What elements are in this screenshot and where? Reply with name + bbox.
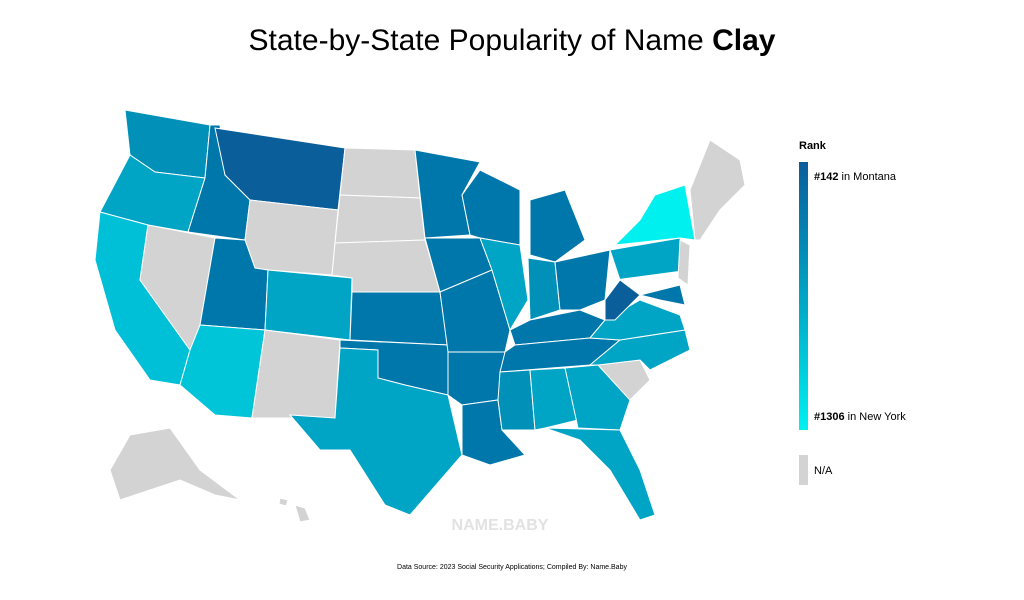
state bbox=[294, 504, 311, 523]
legend-top-label: in Montana bbox=[842, 171, 897, 183]
state bbox=[529, 189, 586, 263]
legend-top: #142 in Montana bbox=[814, 171, 897, 183]
state bbox=[439, 269, 511, 353]
state bbox=[349, 291, 449, 346]
state bbox=[604, 279, 641, 321]
state bbox=[334, 194, 426, 244]
state bbox=[677, 239, 691, 286]
state bbox=[689, 139, 746, 241]
title: State-by-State Popularity of Name Clay bbox=[249, 24, 776, 57]
state bbox=[613, 184, 696, 246]
state bbox=[461, 169, 521, 246]
title-name: Clay bbox=[712, 24, 776, 57]
legend-bottom: #1306 in New York bbox=[814, 411, 906, 423]
state bbox=[264, 269, 353, 341]
state bbox=[529, 367, 579, 431]
legend-gradient bbox=[799, 162, 808, 430]
state bbox=[544, 427, 656, 521]
state bbox=[554, 249, 611, 311]
state bbox=[609, 237, 691, 281]
state bbox=[639, 284, 686, 306]
state bbox=[278, 497, 289, 507]
legend-bottom-rank: #1306 bbox=[814, 411, 845, 423]
title-prefix: State-by-State Popularity of Name bbox=[249, 24, 704, 57]
state bbox=[109, 427, 241, 501]
state bbox=[251, 329, 341, 419]
state bbox=[479, 237, 529, 332]
legend-bottom-label: in New York bbox=[848, 411, 907, 423]
legend-top-rank: #142 bbox=[814, 171, 838, 183]
legend-na: N/A bbox=[814, 465, 833, 477]
us-map bbox=[94, 109, 746, 523]
legend-heading: Rank bbox=[799, 140, 827, 152]
watermark: NAME.BABY bbox=[452, 517, 549, 534]
state bbox=[244, 199, 339, 276]
legend-na-swatch bbox=[799, 455, 808, 485]
state bbox=[339, 147, 421, 199]
state bbox=[447, 351, 506, 406]
footer: Data Source: 2023 Social Security Applic… bbox=[397, 564, 627, 571]
state bbox=[288, 347, 463, 516]
state bbox=[497, 369, 536, 431]
